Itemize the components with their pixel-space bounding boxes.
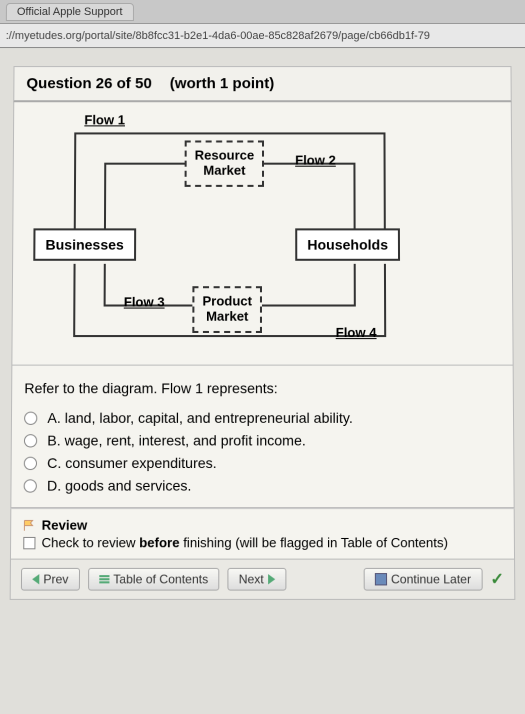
save-icon bbox=[375, 573, 387, 585]
check-icon: ✓ bbox=[490, 569, 504, 590]
menu-icon bbox=[99, 575, 109, 583]
next-label: Next bbox=[239, 572, 264, 586]
question-prompt: Refer to the diagram. Flow 1 represents: bbox=[24, 380, 500, 396]
flow1-label: Flow 1 bbox=[84, 112, 125, 127]
arrow-right-icon bbox=[268, 574, 275, 584]
households-box: Households bbox=[295, 228, 400, 260]
review-title: Review bbox=[23, 517, 501, 532]
question-body: Refer to the diagram. Flow 1 represents:… bbox=[10, 366, 514, 508]
answer-b[interactable]: B. wage, rent, interest, and profit inco… bbox=[24, 429, 501, 452]
radio-icon[interactable] bbox=[24, 479, 37, 492]
review-text: Check to review before finishing (will b… bbox=[42, 535, 448, 550]
product-market-box: ProductMarket bbox=[192, 286, 262, 333]
circular-flow-diagram: Flow 1 Flow 2 Flow 3 Flow 4 ResourceMark… bbox=[11, 102, 513, 365]
question-worth: (worth 1 point) bbox=[170, 75, 274, 92]
radio-icon[interactable] bbox=[24, 411, 37, 424]
toc-label: Table of Contents bbox=[113, 572, 208, 586]
flow3-label: Flow 3 bbox=[124, 294, 165, 309]
review-section: Review Check to review before finishing … bbox=[10, 508, 515, 560]
checkbox-icon[interactable] bbox=[23, 536, 35, 548]
browser-tab[interactable]: Official Apple Support bbox=[6, 2, 134, 20]
flow2-label: Flow 2 bbox=[295, 153, 336, 168]
radio-icon[interactable] bbox=[24, 456, 37, 469]
prev-label: Prev bbox=[43, 572, 68, 586]
answer-c[interactable]: C. consumer expenditures. bbox=[24, 452, 501, 475]
url-text: ://myetudes.org/portal/site/8b8fcc31-b2e… bbox=[6, 30, 430, 42]
review-check-row[interactable]: Check to review before finishing (will b… bbox=[23, 535, 502, 550]
browser-tab-bar: Official Apple Support bbox=[0, 0, 525, 24]
tab-title: Official Apple Support bbox=[17, 5, 123, 17]
radio-icon[interactable] bbox=[24, 434, 37, 447]
resource-market-box: ResourceMarket bbox=[185, 140, 265, 186]
answer-c-text: C. consumer expenditures. bbox=[47, 455, 217, 471]
question-number: Question 26 of 50 bbox=[26, 75, 151, 92]
businesses-box: Businesses bbox=[33, 228, 136, 260]
toc-button[interactable]: Table of Contents bbox=[88, 568, 220, 591]
continue-later-button[interactable]: Continue Later bbox=[364, 568, 483, 591]
prev-button[interactable]: Prev bbox=[21, 568, 80, 591]
url-bar[interactable]: ://myetudes.org/portal/site/8b8fcc31-b2e… bbox=[0, 24, 525, 48]
arrow-left-icon bbox=[32, 574, 39, 584]
answers-list: A. land, labor, capital, and entrepreneu… bbox=[24, 407, 502, 497]
continue-label: Continue Later bbox=[391, 572, 471, 586]
flag-icon bbox=[23, 519, 35, 531]
answer-d[interactable]: D. goods and services. bbox=[24, 474, 502, 497]
review-label: Review bbox=[42, 517, 88, 532]
answer-d-text: D. goods and services. bbox=[47, 477, 191, 493]
flow4-label: Flow 4 bbox=[336, 325, 377, 340]
question-header: Question 26 of 50 (worth 1 point) bbox=[13, 66, 511, 102]
answer-b-text: B. wage, rent, interest, and profit inco… bbox=[47, 432, 306, 448]
next-button[interactable]: Next bbox=[228, 568, 287, 591]
answer-a[interactable]: A. land, labor, capital, and entrepreneu… bbox=[24, 407, 501, 430]
nav-bar: Prev Table of Contents Next Continue Lat… bbox=[10, 560, 516, 600]
answer-a-text: A. land, labor, capital, and entrepreneu… bbox=[47, 410, 352, 426]
quiz-page: Question 26 of 50 (worth 1 point) Flow 1… bbox=[0, 48, 525, 714]
